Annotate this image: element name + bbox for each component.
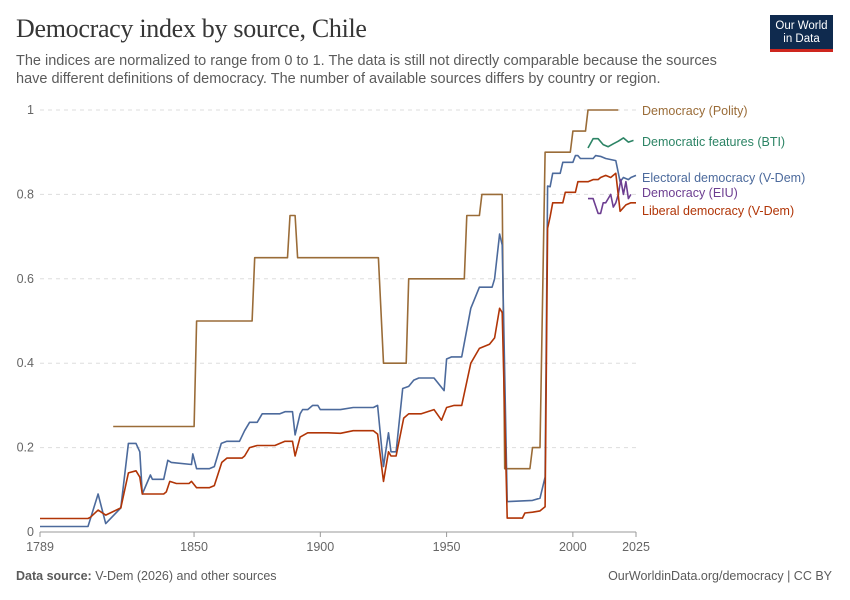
source-text[interactable]: V-Dem (2026) and other sources [91,569,277,583]
series-label: Democracy (EIU) [642,186,738,200]
series-label: Liberal democracy (V-Dem) [642,204,794,218]
x-tick-label: 2025 [622,540,650,554]
series-line-1 [587,137,634,149]
y-tick-label: 0.8 [17,187,34,201]
owid-logo[interactable]: Our World in Data [770,15,833,52]
series-line-0 [113,109,619,470]
y-tick-label: 0.4 [17,356,34,370]
y-tick-label: 0.6 [17,272,34,286]
series-label: Electoral democracy (V-Dem) [642,171,805,185]
series-line-3 [588,178,632,215]
y-tick-label: 1 [27,103,34,117]
x-tick-label: 1950 [433,540,461,554]
series-label: Democracy (Polity) [642,104,748,118]
data-source: Data source: V-Dem (2026) and other sour… [16,569,277,583]
chart-title: Democracy index by source, Chile [16,14,367,43]
x-tick-label: 1789 [26,540,54,554]
x-tick-label: 1900 [306,540,334,554]
y-tick-label: 0.2 [17,441,34,455]
series-line-2 [40,154,637,528]
chart-subtitle: The indices are normalized to range from… [16,53,717,87]
x-tick-label: 1850 [180,540,208,554]
source-label: Data source: [16,569,92,583]
x-tick-label: 2000 [559,540,587,554]
series-label: Democratic features (BTI) [642,135,785,149]
series-line-4 [40,172,636,520]
credit-link[interactable]: OurWorldinData.org/democracy | CC BY [608,569,832,583]
y-tick-label: 0 [27,525,34,539]
